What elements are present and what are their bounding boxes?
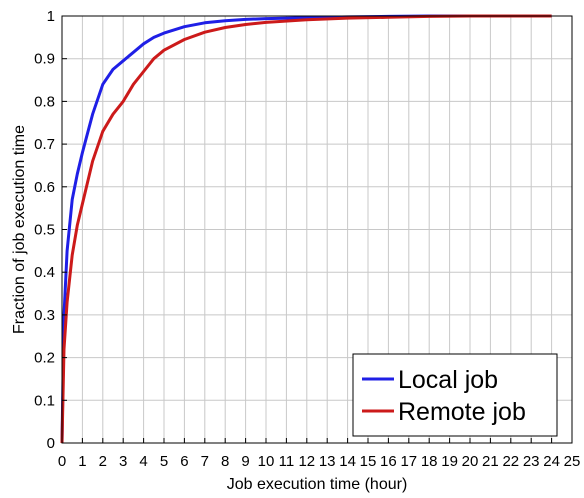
x-tick-label: 1	[78, 453, 86, 470]
x-tick-label: 20	[462, 453, 479, 470]
y-tick-label: 0.3	[34, 307, 55, 324]
y-tick-label: 0.9	[34, 51, 55, 68]
x-tick-label: 7	[201, 453, 209, 470]
x-tick-label: 6	[180, 453, 188, 470]
x-tick-label: 10	[258, 453, 275, 470]
x-axis-title: Job execution time (hour)	[227, 476, 408, 493]
x-tick-label: 16	[380, 453, 397, 470]
legend: Local job Remote job	[352, 353, 558, 437]
x-tick-label: 9	[241, 453, 249, 470]
x-tick-label: 4	[139, 453, 147, 470]
x-tick-label: 22	[502, 453, 519, 470]
x-tick-label: 21	[482, 453, 499, 470]
y-tick-label: 0.1	[34, 392, 55, 409]
tick-labels: 0 1 2 3 4 5 6 7 8 9 10 11 12 13 14 15 16 17 18 19 20 21 22 23 24…	[34, 8, 580, 470]
y-tick-label: 1	[47, 8, 55, 25]
x-tick-label: 18	[421, 453, 438, 470]
x-tick-label: 2	[99, 453, 107, 470]
y-tick-label: 0.6	[34, 179, 55, 196]
legend-box	[352, 353, 558, 437]
legend-label-remote-job: Remote job	[398, 398, 526, 426]
x-tick-label: 8	[221, 453, 229, 470]
x-tick-label: 23	[523, 453, 540, 470]
x-tick-label: 24	[543, 453, 560, 470]
x-tick-label: 5	[160, 453, 168, 470]
y-tick-label: 0.8	[34, 93, 55, 110]
x-tick-label: 12	[298, 453, 315, 470]
y-tick-label: 0.2	[34, 350, 55, 367]
x-tick-label: 15	[360, 453, 377, 470]
x-tick-label: 3	[119, 453, 127, 470]
y-axis-title: Fraction of job execution time	[11, 125, 28, 334]
y-tick-label: 0.7	[34, 136, 55, 153]
series-line-remote-job	[60, 14, 552, 444]
x-tick-label: 0	[58, 453, 66, 470]
legend-label-local-job: Local job	[398, 366, 498, 394]
y-tick-label: 0	[47, 435, 55, 452]
x-tick-label: 11	[279, 453, 295, 470]
y-tick-label: 0.4	[34, 264, 55, 281]
y-tick-label: 0.5	[34, 222, 55, 239]
x-tick-label: 17	[400, 453, 417, 470]
x-tick-label: 14	[339, 453, 356, 470]
x-tick-label: 19	[441, 453, 458, 470]
x-tick-label: 13	[319, 453, 336, 470]
x-tick-label: 25	[564, 453, 581, 470]
